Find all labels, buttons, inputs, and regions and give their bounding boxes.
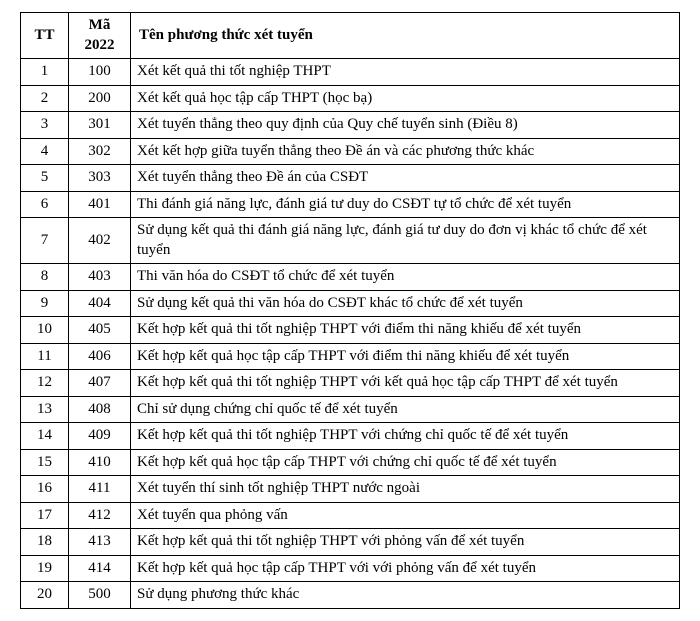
cell-ma: 407 — [69, 370, 131, 397]
admission-methods-table: TT Mã 2022 Tên phương thức xét tuyển 110… — [20, 12, 680, 609]
table-row: 7402Sử dụng kết quả thi đánh giá năng lự… — [21, 218, 680, 264]
table-row: 3301Xét tuyển thẳng theo quy định của Qu… — [21, 112, 680, 139]
cell-tt: 7 — [21, 218, 69, 264]
table-row: 19414Kết hợp kết quả học tập cấp THPT vớ… — [21, 555, 680, 582]
cell-tt: 3 — [21, 112, 69, 139]
cell-ten: Kết hợp kết quả thi tốt nghiệp THPT với … — [131, 423, 680, 450]
cell-ma: 413 — [69, 529, 131, 556]
table-row: 13408Chỉ sử dụng chứng chỉ quốc tế để xé… — [21, 396, 680, 423]
cell-ten: Thi văn hóa do CSĐT tổ chức để xét tuyển — [131, 264, 680, 291]
cell-tt: 11 — [21, 343, 69, 370]
table-header-row: TT Mã 2022 Tên phương thức xét tuyển — [21, 13, 680, 59]
col-header-tt: TT — [21, 13, 69, 59]
cell-tt: 5 — [21, 165, 69, 192]
cell-tt: 4 — [21, 138, 69, 165]
cell-ma: 403 — [69, 264, 131, 291]
cell-tt: 17 — [21, 502, 69, 529]
cell-ma: 401 — [69, 191, 131, 218]
table-row: 5303Xét tuyển thẳng theo Đề án của CSĐT — [21, 165, 680, 192]
cell-ten: Xét tuyển thẳng theo quy định của Quy ch… — [131, 112, 680, 139]
table-row: 18413Kết hợp kết quả thi tốt nghiệp THPT… — [21, 529, 680, 556]
cell-ma: 200 — [69, 85, 131, 112]
cell-ma: 411 — [69, 476, 131, 503]
cell-ten: Kết hợp kết quả thi tốt nghiệp THPT với … — [131, 317, 680, 344]
cell-tt: 6 — [21, 191, 69, 218]
table-row: 9404Sử dụng kết quả thi văn hóa do CSĐT … — [21, 290, 680, 317]
cell-tt: 2 — [21, 85, 69, 112]
cell-ma: 302 — [69, 138, 131, 165]
table-row: 17412Xét tuyển qua phỏng vấn — [21, 502, 680, 529]
cell-ten: Kết hợp kết quả thi tốt nghiệp THPT với … — [131, 370, 680, 397]
cell-tt: 1 — [21, 59, 69, 86]
cell-ten: Kết hợp kết quả học tập cấp THPT với chứ… — [131, 449, 680, 476]
table-row: 20500Sử dụng phương thức khác — [21, 582, 680, 609]
cell-tt: 16 — [21, 476, 69, 503]
table-row: 8403Thi văn hóa do CSĐT tổ chức để xét t… — [21, 264, 680, 291]
cell-ten: Kết hợp kết quả thi tốt nghiệp THPT với … — [131, 529, 680, 556]
col-header-ten: Tên phương thức xét tuyển — [131, 13, 680, 59]
table-row: 15410Kết hợp kết quả học tập cấp THPT vớ… — [21, 449, 680, 476]
col-header-ma: Mã 2022 — [69, 13, 131, 59]
cell-ten: Xét tuyển thí sinh tốt nghiệp THPT nước … — [131, 476, 680, 503]
cell-tt: 9 — [21, 290, 69, 317]
cell-ma: 404 — [69, 290, 131, 317]
table-row: 12407Kết hợp kết quả thi tốt nghiệp THPT… — [21, 370, 680, 397]
cell-ten: Sử dụng phương thức khác — [131, 582, 680, 609]
cell-ten: Kết hợp kết quả học tập cấp THPT với với… — [131, 555, 680, 582]
cell-ten: Xét kết quả học tập cấp THPT (học bạ) — [131, 85, 680, 112]
table-row: 14409Kết hợp kết quả thi tốt nghiệp THPT… — [21, 423, 680, 450]
table-row: 10405Kết hợp kết quả thi tốt nghiệp THPT… — [21, 317, 680, 344]
cell-ten: Chỉ sử dụng chứng chỉ quốc tế để xét tuy… — [131, 396, 680, 423]
table-body: 1100Xét kết quả thi tốt nghiệp THPT2200X… — [21, 59, 680, 609]
cell-ten: Xét tuyển qua phỏng vấn — [131, 502, 680, 529]
cell-ma: 409 — [69, 423, 131, 450]
cell-tt: 19 — [21, 555, 69, 582]
cell-ten: Thi đánh giá năng lực, đánh giá tư duy d… — [131, 191, 680, 218]
cell-tt: 15 — [21, 449, 69, 476]
table-row: 6401Thi đánh giá năng lực, đánh giá tư d… — [21, 191, 680, 218]
cell-ma: 414 — [69, 555, 131, 582]
cell-tt: 18 — [21, 529, 69, 556]
cell-ten: Kết hợp kết quả học tập cấp THPT với điể… — [131, 343, 680, 370]
cell-ma: 408 — [69, 396, 131, 423]
cell-ma: 303 — [69, 165, 131, 192]
table-row: 16411Xét tuyển thí sinh tốt nghiệp THPT … — [21, 476, 680, 503]
cell-tt: 13 — [21, 396, 69, 423]
cell-ma: 405 — [69, 317, 131, 344]
cell-ma: 402 — [69, 218, 131, 264]
table-row: 2200Xét kết quả học tập cấp THPT (học bạ… — [21, 85, 680, 112]
cell-ma: 500 — [69, 582, 131, 609]
cell-ten: Xét tuyển thẳng theo Đề án của CSĐT — [131, 165, 680, 192]
table-row: 4302Xét kết hợp giữa tuyển thẳng theo Đề… — [21, 138, 680, 165]
cell-tt: 14 — [21, 423, 69, 450]
table-row: 1100Xét kết quả thi tốt nghiệp THPT — [21, 59, 680, 86]
cell-ten: Sử dụng kết quả thi văn hóa do CSĐT khác… — [131, 290, 680, 317]
cell-tt: 8 — [21, 264, 69, 291]
cell-tt: 20 — [21, 582, 69, 609]
cell-ma: 406 — [69, 343, 131, 370]
cell-ten: Sử dụng kết quả thi đánh giá năng lực, đ… — [131, 218, 680, 264]
cell-ma: 412 — [69, 502, 131, 529]
cell-ten: Xét kết quả thi tốt nghiệp THPT — [131, 59, 680, 86]
table-row: 11406Kết hợp kết quả học tập cấp THPT vớ… — [21, 343, 680, 370]
cell-ma: 410 — [69, 449, 131, 476]
cell-tt: 10 — [21, 317, 69, 344]
cell-ten: Xét kết hợp giữa tuyển thẳng theo Đề án … — [131, 138, 680, 165]
cell-tt: 12 — [21, 370, 69, 397]
cell-ma: 100 — [69, 59, 131, 86]
cell-ma: 301 — [69, 112, 131, 139]
